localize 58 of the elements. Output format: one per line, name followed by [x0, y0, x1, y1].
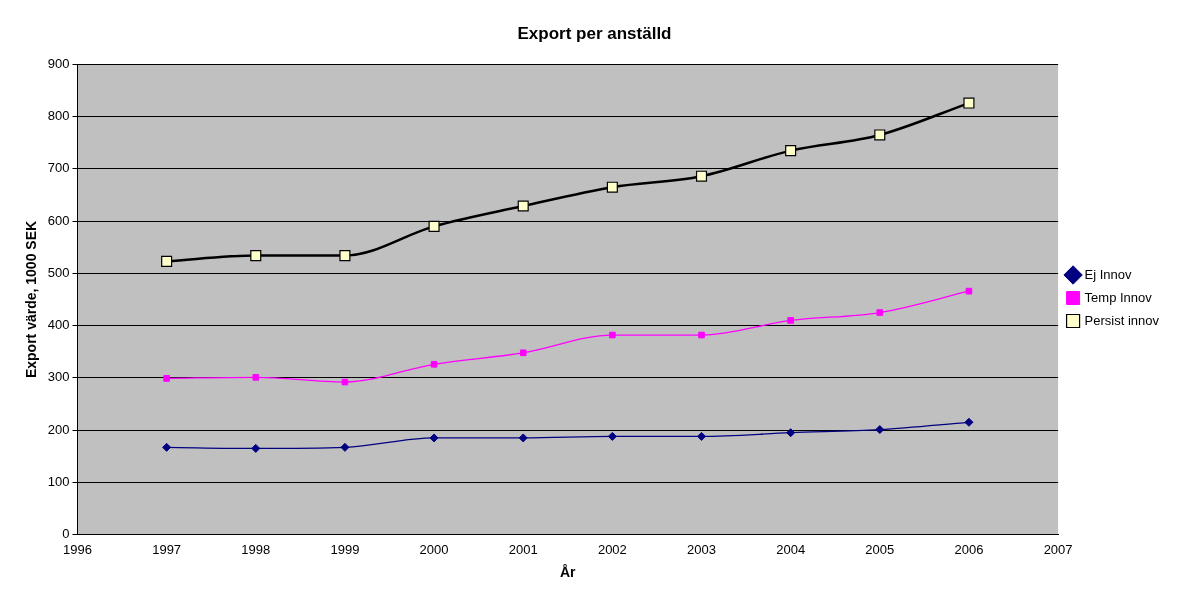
x-tick-label: 1998 — [241, 541, 271, 557]
point — [341, 378, 349, 386]
y-tick-label: 100 — [47, 473, 70, 489]
y-tick-label: 0 — [62, 526, 70, 542]
x-tick-label: 2001 — [508, 541, 538, 557]
point — [251, 443, 261, 453]
point — [428, 220, 440, 232]
point — [964, 417, 974, 427]
y-tick-label: 900 — [47, 55, 70, 71]
x-tick-label: 1996 — [63, 541, 92, 557]
x-tick-label: 1999 — [330, 541, 360, 557]
point — [697, 431, 706, 441]
point — [874, 129, 886, 141]
point — [785, 145, 797, 157]
point — [163, 375, 170, 382]
y-tick-label: 500 — [47, 264, 70, 280]
point — [517, 200, 529, 212]
point — [963, 97, 975, 109]
y-tick-label: 200 — [47, 421, 70, 437]
point — [162, 442, 172, 452]
point — [339, 250, 351, 262]
y-tick-label: 700 — [47, 160, 70, 176]
x-tick-label: 1997 — [152, 541, 182, 557]
x-tick-label: 2003 — [687, 541, 716, 557]
point — [607, 431, 617, 441]
point — [430, 360, 438, 368]
x-tick-label: 2000 — [419, 541, 449, 557]
point — [875, 425, 885, 435]
legend-label: Persist innov — [1084, 312, 1160, 328]
y-tick-label: 800 — [47, 108, 70, 124]
point — [252, 374, 260, 381]
point — [787, 317, 794, 324]
point — [609, 331, 616, 339]
x-tick-label: 2002 — [597, 541, 627, 557]
point — [429, 433, 439, 443]
x-tick-label: 2007 — [1043, 541, 1073, 557]
point — [876, 309, 884, 316]
x-axis-title: År — [560, 564, 577, 581]
legend-label: Ej Innov — [1084, 266, 1133, 282]
point — [340, 442, 350, 452]
point — [161, 255, 173, 267]
y-axis-title: Export värde, 1000 SEK — [23, 220, 40, 379]
y-tick-label: 400 — [47, 317, 70, 333]
point — [518, 433, 528, 443]
x-tick-label: 2004 — [776, 541, 806, 557]
chart-title: Export per anställd — [517, 23, 672, 43]
point — [250, 250, 262, 262]
point — [698, 331, 705, 339]
point — [786, 428, 796, 438]
y-tick-label: 300 — [47, 369, 70, 385]
point — [695, 170, 708, 182]
legend-label: Temp Innov — [1084, 289, 1153, 305]
point — [519, 349, 527, 357]
x-tick-label: 2006 — [954, 541, 984, 557]
point — [965, 287, 973, 295]
point — [606, 181, 618, 193]
x-tick-label: 2005 — [865, 541, 895, 557]
y-tick-label: 600 — [47, 212, 70, 228]
